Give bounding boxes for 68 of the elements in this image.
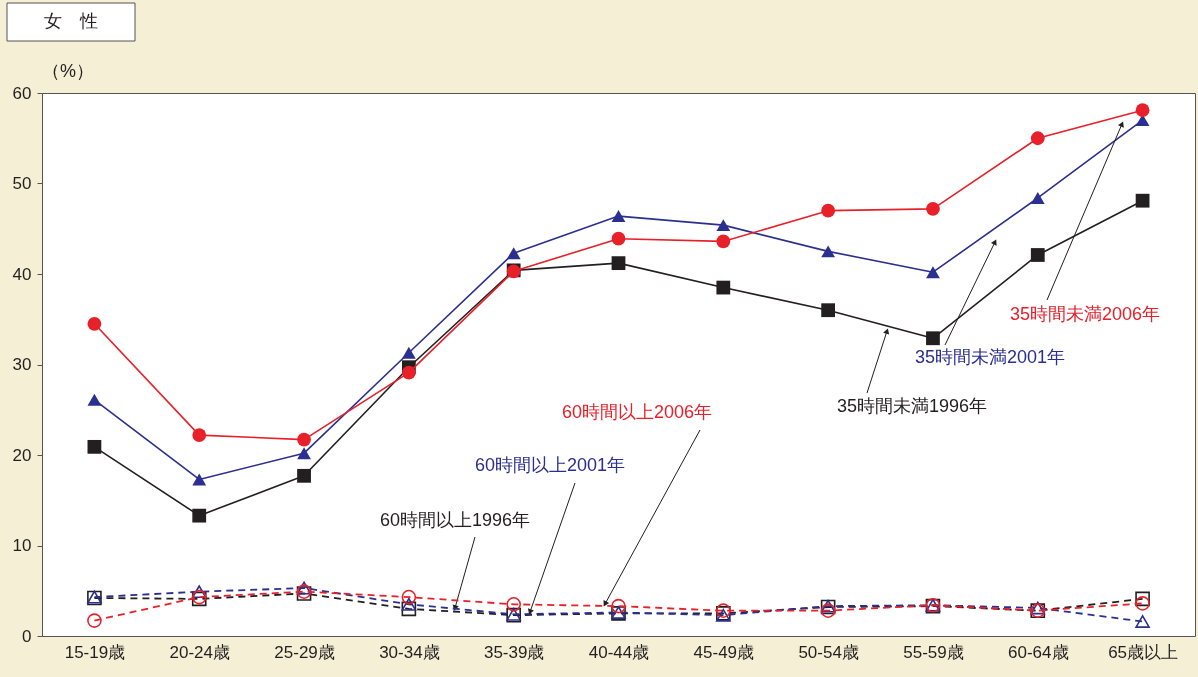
point (87, 393, 102, 406)
point (192, 508, 207, 523)
point (821, 203, 836, 218)
y-tick-label: 10 (12, 536, 32, 555)
point (506, 597, 521, 612)
point (192, 473, 207, 486)
text: 60時間以上2006年 (561, 402, 713, 422)
point (506, 247, 521, 260)
point (1135, 114, 1150, 127)
point (926, 201, 940, 216)
point (297, 432, 311, 447)
point (820, 603, 836, 618)
point (611, 598, 626, 614)
text: 35時間未満2001年 (914, 347, 1066, 367)
y-tick-label: 40 (12, 264, 32, 284)
point (401, 597, 417, 611)
x-tick-label: 25-29歳 (274, 642, 335, 662)
point (87, 439, 102, 454)
x-tick-label: 55-59歳 (903, 642, 964, 662)
point (1030, 131, 1045, 146)
y-tick-label: 50 (12, 174, 32, 193)
point (1030, 192, 1045, 204)
point (191, 585, 207, 599)
x-tick-label: 20-24歳 (169, 642, 230, 662)
point (1135, 193, 1150, 208)
point (296, 581, 312, 595)
point (401, 601, 417, 617)
text: 35時間未満1996年 (836, 396, 988, 416)
y-tick-label: 30 (12, 355, 32, 374)
text: 35時間未満2006年 (1009, 304, 1161, 324)
x-tick-label: 50-54歳 (798, 642, 859, 662)
point (611, 210, 626, 223)
chart-title: 女 性 (44, 11, 98, 31)
text: 60時間以上1996年 (379, 510, 531, 530)
point (926, 331, 940, 346)
point (1030, 248, 1045, 262)
point (401, 365, 416, 380)
x-tick-label: 45-49歳 (693, 642, 755, 662)
x-tick-label: 15-19歳 (64, 642, 126, 662)
point (1135, 596, 1150, 611)
point (611, 256, 626, 271)
x-tick-label: 60-64歳 (1008, 642, 1069, 662)
point (716, 234, 731, 249)
point (401, 589, 417, 605)
point (821, 303, 836, 318)
text: 60時間以上2001年 (474, 455, 626, 475)
point (297, 447, 311, 460)
point (821, 245, 836, 258)
point (611, 231, 626, 246)
x-tick-label: 35-39歳 (483, 642, 545, 662)
y-tick-label: 20 (12, 445, 32, 465)
point (1135, 103, 1150, 118)
x-tick-label: 30-34歳 (379, 642, 440, 662)
y-tick-label: 60 (12, 83, 32, 103)
point (401, 346, 416, 359)
point (297, 468, 311, 483)
x-tick-label: 40-44歳 (588, 642, 650, 662)
x-tick-label: 65歳以上 (1108, 642, 1179, 662)
point (87, 316, 102, 331)
point (1135, 615, 1150, 628)
y-tick-label: 0 (22, 626, 32, 646)
point (716, 219, 731, 232)
point (192, 428, 207, 442)
point (87, 613, 102, 628)
point (716, 280, 731, 295)
y-axis-title: （%） (41, 61, 95, 81)
point (926, 266, 940, 279)
point (1135, 591, 1150, 607)
